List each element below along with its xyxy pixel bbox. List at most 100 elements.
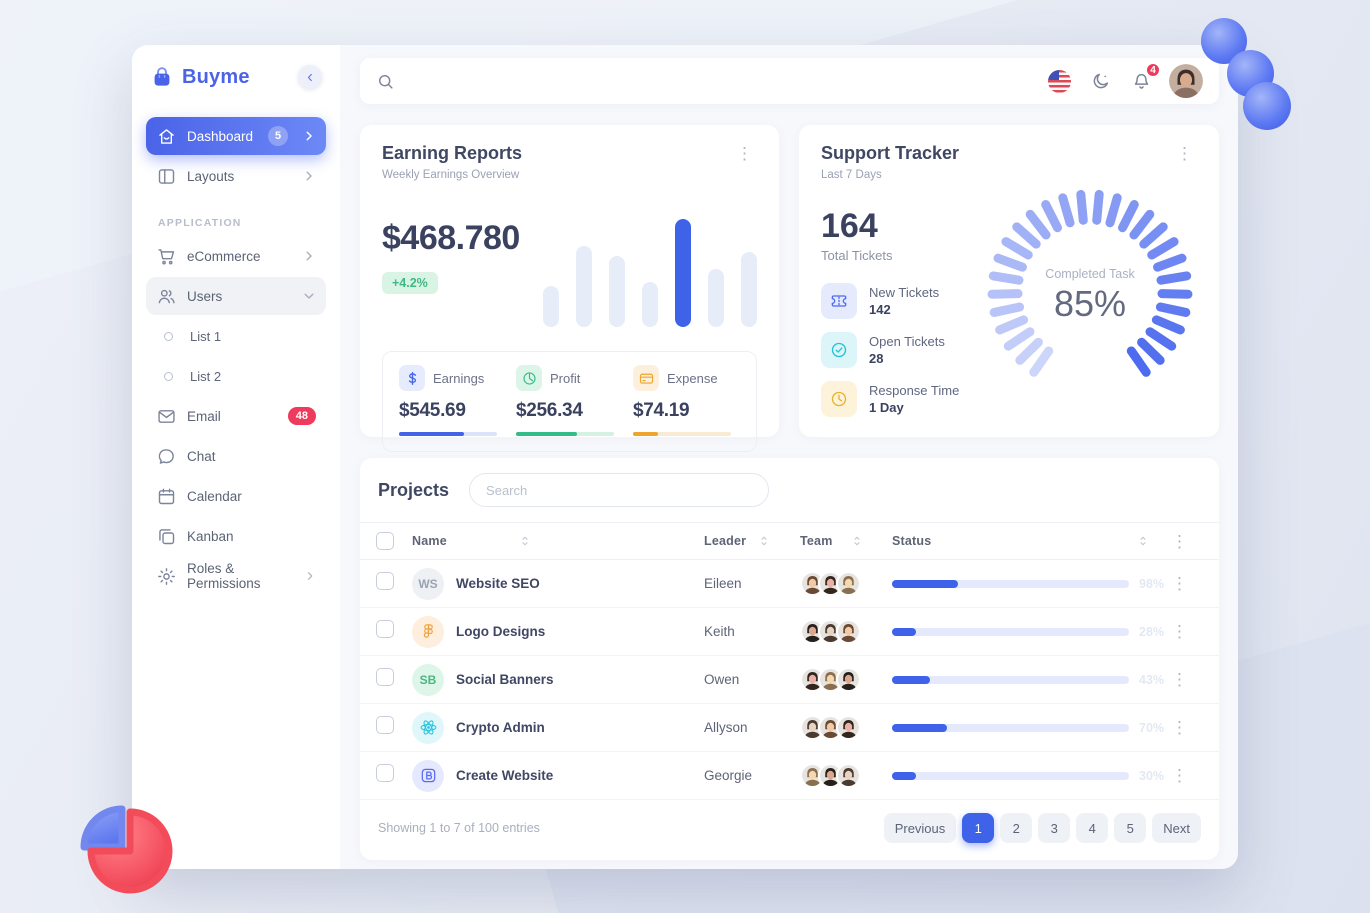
sidebar-item-list-2[interactable]: List 2 (146, 357, 326, 395)
gauge-tick (1001, 237, 1033, 260)
gauge-tick (1003, 327, 1035, 351)
sidebar-item-email[interactable]: Email 48 (146, 397, 326, 435)
support-tracker-menu-button[interactable]: ⋮ (1172, 143, 1197, 164)
project-name: Crypto Admin (456, 720, 545, 735)
row-menu-button[interactable]: ⋮ (1167, 765, 1192, 786)
table-menu-button[interactable]: ⋮ (1167, 531, 1192, 552)
sort-icon[interactable] (519, 533, 531, 549)
bar (642, 282, 658, 327)
stat-progress-track (516, 432, 615, 436)
sort-icon[interactable] (1137, 533, 1149, 549)
global-search-input[interactable] (405, 72, 1046, 90)
sidebar-item-list-1[interactable]: List 1 (146, 317, 326, 355)
sort-icon[interactable] (758, 533, 770, 549)
row-menu-button[interactable]: ⋮ (1167, 621, 1192, 642)
pagination-page-1[interactable]: 1 (962, 813, 995, 843)
sidebar-item-users[interactable]: Users (146, 277, 326, 315)
us-flag-icon (1047, 69, 1071, 93)
brand-name: Buyme (182, 65, 250, 88)
sidebar-item-layouts[interactable]: Layouts (146, 157, 326, 195)
sidebar-item-calendar[interactable]: Calendar (146, 477, 326, 515)
team-member-avatar (818, 619, 843, 644)
team-member-avatar (836, 619, 861, 644)
bar (576, 246, 592, 327)
support-tracker-subtitle: Last 7 Days (821, 169, 882, 181)
pagination-page-2[interactable]: 2 (1000, 813, 1033, 843)
ticket-icon (821, 283, 857, 319)
brand: Buyme (146, 61, 326, 89)
layout-icon (156, 166, 177, 187)
stat-amount: $545.69 (399, 400, 466, 421)
earning-reports-menu-button[interactable]: ⋮ (732, 143, 757, 164)
pagination-page-5[interactable]: 5 (1114, 813, 1147, 843)
moon-icon (1090, 71, 1111, 92)
pagination-next-button[interactable]: Next (1152, 813, 1201, 843)
gauge-tick (1157, 289, 1193, 299)
stat-progress-fill (399, 432, 464, 436)
support-stat-label: Open Tickets (869, 334, 945, 349)
sidebar-item-roles-permissions[interactable]: Roles & Permissions (146, 557, 326, 595)
team-member-avatar (818, 571, 843, 596)
completed-task-gauge: Completed Task 85% (985, 187, 1195, 397)
pagination-page-3[interactable]: 3 (1038, 813, 1071, 843)
row-checkbox[interactable] (376, 620, 394, 638)
dollar-icon (399, 365, 425, 391)
team-avatars (800, 763, 892, 788)
team-avatars (800, 571, 892, 596)
select-all-checkbox[interactable] (376, 532, 394, 550)
sidebar-collapse-button[interactable] (298, 65, 322, 89)
summary-cards-row: Earning Reports Weekly Earnings Overview… (360, 125, 1219, 452)
team-member-avatar (800, 667, 825, 692)
search-icon (376, 72, 395, 91)
project-leader: Allyson (704, 720, 748, 735)
card-icon (633, 365, 659, 391)
pagination-page-4[interactable]: 4 (1076, 813, 1109, 843)
progress-fill (892, 723, 947, 732)
row-checkbox[interactable] (376, 572, 394, 590)
weekly-earnings-bar-chart (543, 219, 757, 327)
earning-reports-card: Earning Reports Weekly Earnings Overview… (360, 125, 779, 452)
stat-label: Earnings (433, 370, 485, 386)
row-menu-button[interactable]: ⋮ (1167, 669, 1192, 690)
pie-icon (516, 365, 542, 391)
entries-summary: Showing 1 to 7 of 100 entries (378, 821, 540, 835)
progress-track (892, 627, 1129, 636)
gear-icon (156, 566, 177, 587)
row-checkbox[interactable] (376, 764, 394, 782)
column-status: Status (892, 534, 932, 548)
sidebar-section-label: APPLICATION (158, 217, 242, 229)
language-flag-button[interactable] (1046, 68, 1072, 94)
brand-bag-icon (150, 65, 174, 89)
bullet-icon (164, 331, 173, 341)
sidebar-item-kanban[interactable]: Kanban (146, 517, 326, 555)
row-checkbox[interactable] (376, 668, 394, 686)
projects-search-input[interactable] (469, 473, 770, 507)
pagination-previous-button[interactable]: Previous (883, 813, 957, 843)
team-member-avatar (836, 763, 861, 788)
progress-fill (892, 579, 959, 588)
chevron-right-icon (302, 249, 316, 263)
cart-icon (156, 246, 177, 267)
row-checkbox[interactable] (376, 716, 394, 734)
dark-mode-toggle[interactable] (1087, 68, 1113, 94)
support-tracker-card: Support Tracker Last 7 Days ⋮ 164 Total … (799, 125, 1219, 437)
gauge-tick (993, 253, 1027, 272)
row-menu-button[interactable]: ⋮ (1167, 717, 1192, 738)
sidebar-item-ecommerce[interactable]: eCommerce (146, 237, 326, 275)
sort-icon[interactable] (851, 533, 863, 549)
user-avatar[interactable] (1169, 64, 1203, 98)
sidebar-nav: Dashboard 5 Layouts APPLICATION eCommerce Use… (146, 117, 326, 595)
sidebar-item-dashboard[interactable]: Dashboard 5 (146, 117, 326, 155)
chevron-right-icon (304, 569, 316, 583)
team-avatars (800, 619, 892, 644)
row-menu-button[interactable]: ⋮ (1167, 573, 1192, 594)
home-icon (156, 126, 177, 147)
stat-label: Expense (667, 370, 718, 386)
bootstrap-icon (412, 759, 444, 792)
gauge-tick (995, 315, 1029, 335)
support-stat: New Tickets 142 (821, 283, 1197, 319)
sidebar-item-chat[interactable]: Chat (146, 437, 326, 475)
notifications-button[interactable]: 4 (1128, 62, 1161, 94)
team-member-avatar (818, 715, 843, 740)
gauge-tick (1029, 346, 1054, 377)
